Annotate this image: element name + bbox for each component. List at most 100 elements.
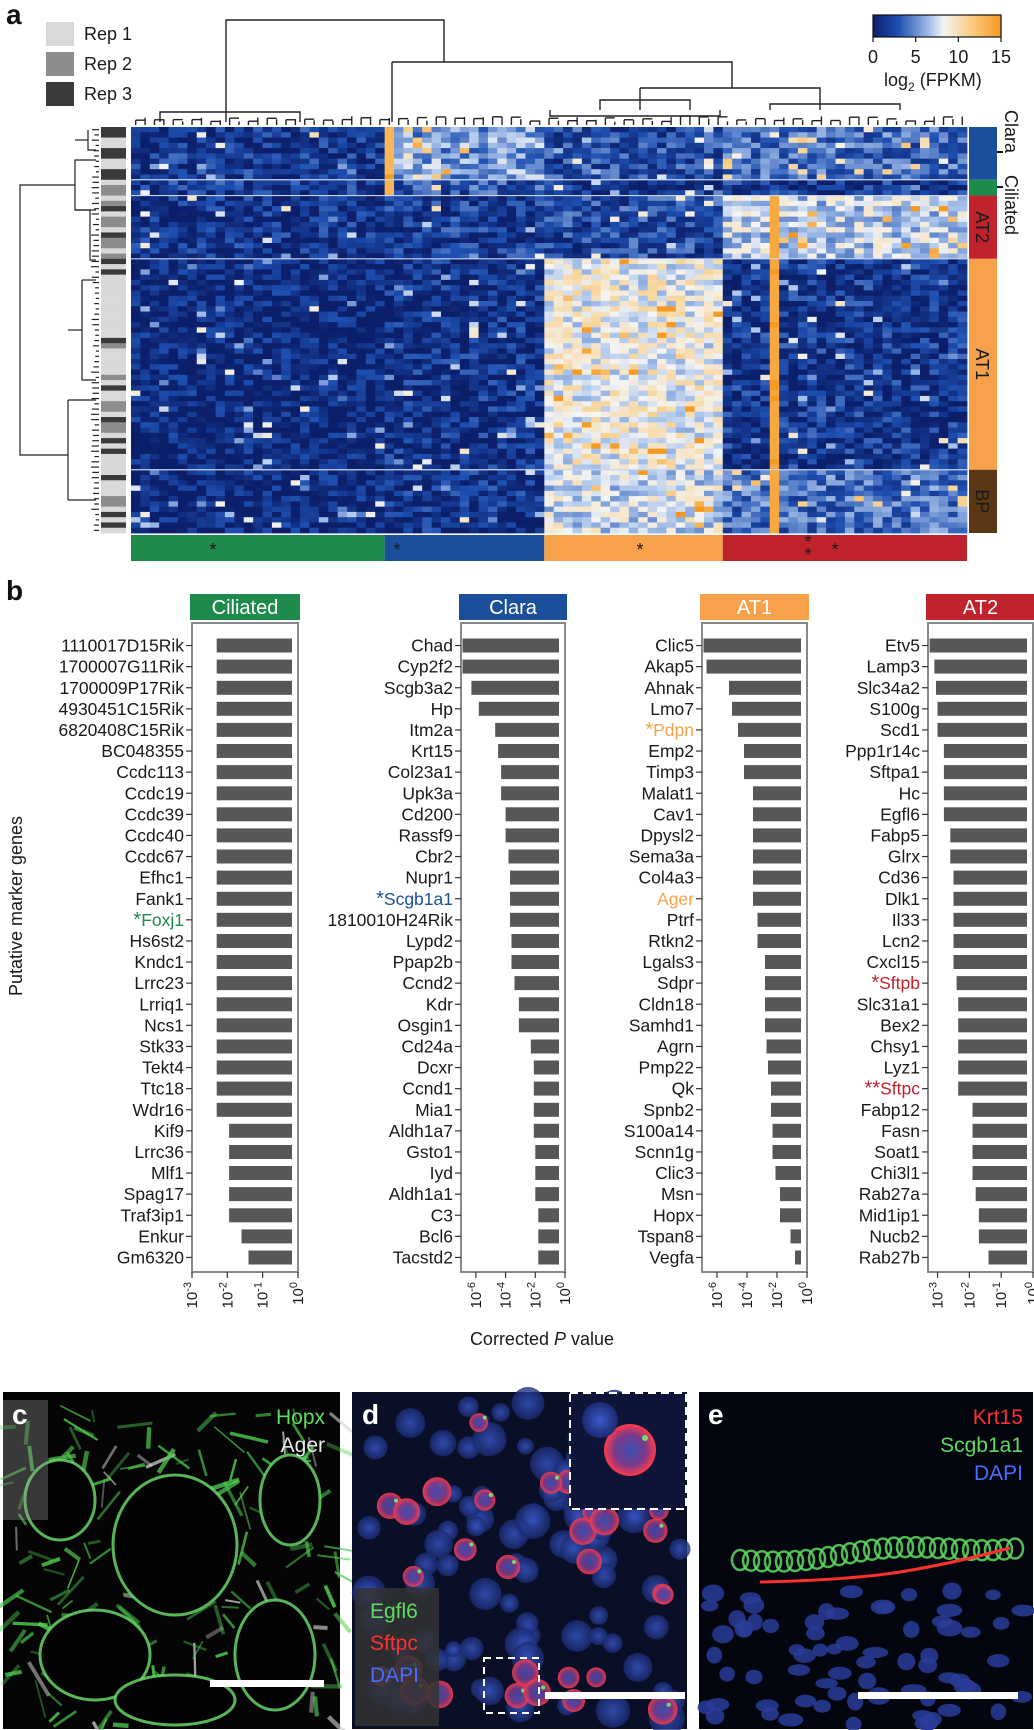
heatmap-cell (544, 337, 555, 344)
heatmap-cell (844, 337, 855, 344)
heatmap-cell (300, 179, 310, 186)
heatmap-cell (581, 206, 592, 212)
heatmap-cell (459, 374, 470, 381)
heatmap-cell (722, 227, 733, 233)
heatmap-cell (262, 221, 273, 228)
heatmap-cell (929, 348, 940, 355)
heatmap-cell (544, 211, 555, 218)
heatmap-cell (741, 127, 752, 133)
heatmap-cell (901, 169, 912, 175)
heatmap-cell (140, 248, 151, 254)
heatmap-cell (149, 290, 160, 297)
heatmap-cell (318, 221, 329, 228)
heatmap-cell (628, 216, 639, 223)
heatmap-cell (769, 390, 780, 397)
heatmap-cell (224, 274, 235, 281)
heatmap-cell (929, 359, 940, 365)
heatmap-cell (356, 332, 367, 339)
heatmap-cell (929, 322, 940, 328)
heatmap-cell (628, 322, 639, 328)
heatmap-cell (581, 327, 592, 334)
heatmap-cell (657, 353, 667, 360)
heatmap-cell (581, 132, 592, 138)
heatmap-cell (234, 237, 245, 244)
heatmap-cell (337, 322, 348, 328)
heatmap-cell (544, 142, 555, 149)
heatmap-cell (187, 269, 198, 276)
heatmap-cell (600, 316, 611, 323)
heatmap-cell (271, 206, 282, 212)
heatmap-cell (534, 243, 545, 249)
heatmap-cell (741, 395, 752, 402)
heatmap-cell (835, 174, 846, 181)
heatmap-cell (788, 364, 799, 370)
heatmap-cell (722, 285, 733, 291)
heatmap-cell (657, 200, 667, 207)
heatmap-cell (581, 216, 592, 223)
heatmap-cell (309, 227, 320, 233)
heatmap-cell (581, 248, 592, 254)
heatmap-cell (196, 232, 207, 239)
heatmap-cell (365, 221, 376, 228)
heatmap-cell (779, 185, 789, 191)
heatmap-cell (431, 169, 442, 175)
heatmap-cell (788, 269, 799, 276)
heatmap-cell (769, 137, 780, 144)
heatmap-cell (553, 306, 564, 312)
heatmap-cell (788, 253, 799, 260)
heatmap-cell (234, 290, 245, 297)
heatmap-cell (638, 216, 649, 223)
heatmap-cell (600, 380, 611, 386)
heatmap-cell (826, 211, 836, 218)
heatmap-cell (835, 364, 846, 370)
heatmap-cell (638, 301, 649, 307)
heatmap-cell (957, 142, 968, 149)
heatmap-cell (600, 269, 611, 276)
heatmap-cell (769, 211, 780, 218)
heatmap-cell (779, 227, 789, 233)
heatmap-cell (873, 269, 883, 276)
heatmap-cell (741, 216, 752, 223)
heatmap-cell (187, 369, 198, 376)
heatmap-cell (196, 311, 207, 318)
heatmap-cell (685, 137, 695, 144)
heatmap-cell (750, 348, 761, 355)
heatmap-cell (337, 179, 348, 186)
heatmap-cell (657, 269, 667, 276)
heatmap-cell (262, 332, 273, 339)
heatmap-cell (685, 374, 695, 381)
heatmap-cell (450, 264, 461, 270)
heatmap-cell (271, 264, 282, 270)
heatmap-cell (412, 211, 423, 218)
heatmap-cell (440, 311, 451, 318)
heatmap-cell (891, 316, 902, 323)
heatmap-cell (506, 332, 517, 339)
heatmap-cell (647, 385, 658, 392)
heatmap-cell (788, 211, 799, 218)
heatmap-cell (760, 285, 771, 291)
heatmap-cell (422, 232, 432, 239)
heatmap-cell (957, 153, 968, 160)
heatmap-cell (469, 148, 479, 154)
heatmap-cell (300, 311, 310, 318)
heatmap-cell (375, 380, 386, 386)
heatmap-cell (234, 279, 245, 286)
heatmap-cell (403, 380, 414, 386)
heatmap-cell (647, 322, 658, 328)
heatmap-cell (816, 343, 827, 349)
heatmap-cell (318, 353, 329, 360)
heatmap-cell (215, 301, 226, 307)
heatmap-cell (224, 232, 235, 239)
heatmap-cell (469, 374, 479, 381)
heatmap-cell (779, 380, 789, 386)
heatmap-cell (328, 359, 339, 365)
heatmap-cell (131, 206, 141, 212)
heatmap-cell (563, 285, 573, 291)
heatmap-cell (675, 258, 686, 265)
heatmap-cell (290, 243, 301, 249)
heatmap-cell (525, 285, 536, 291)
heatmap-cell (581, 179, 592, 186)
heatmap-cell (159, 306, 169, 312)
heatmap-cell (206, 258, 216, 265)
heatmap-cell (394, 332, 404, 339)
